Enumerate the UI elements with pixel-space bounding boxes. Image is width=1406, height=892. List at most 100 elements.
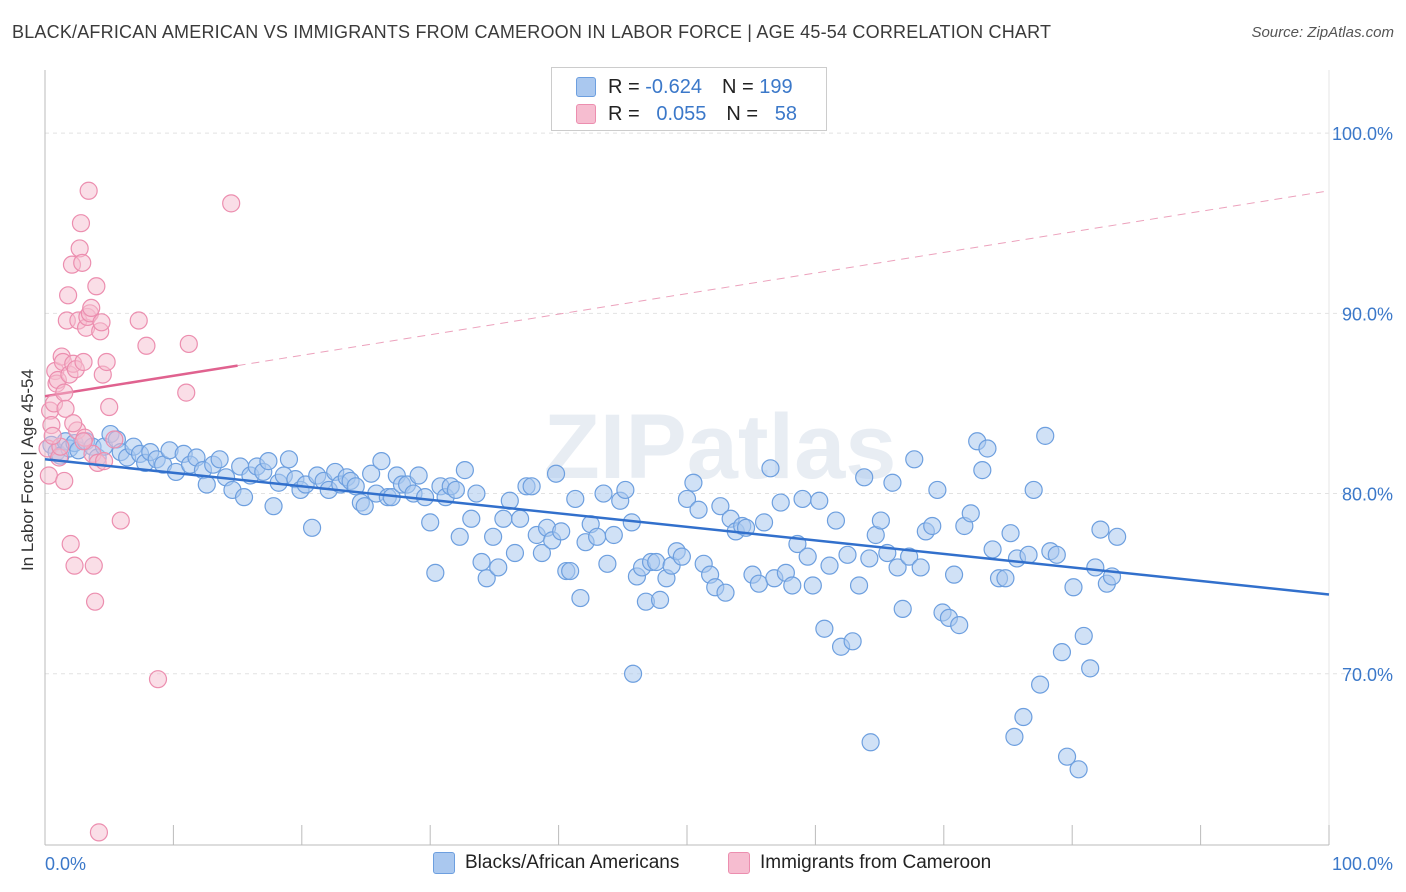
pink-trend-dashed (237, 190, 1330, 367)
blue-point (1064, 578, 1083, 597)
blue-point (647, 552, 666, 572)
blue-point (883, 473, 902, 492)
blue-point (950, 616, 969, 635)
pink-point (79, 181, 98, 200)
blue-point (588, 527, 607, 546)
pink-points (38, 181, 241, 842)
blue-point (552, 522, 571, 541)
blue-point (783, 576, 802, 595)
blue-point (623, 664, 643, 683)
blue-point (1074, 626, 1093, 646)
y-tick-label: 80.0% (1342, 485, 1393, 505)
blue-point (1024, 480, 1043, 500)
pink-swatch-icon (576, 104, 596, 124)
y-axis-label: In Labor Force | Age 45-54 (18, 369, 37, 571)
blue-point (197, 475, 216, 494)
pink-point (74, 352, 93, 372)
x-tick-label: 0.0% (45, 854, 86, 874)
blue-point (415, 488, 435, 507)
blue-point (855, 468, 874, 487)
blue-point (355, 497, 374, 516)
pink-point (61, 534, 80, 554)
blue-point (871, 511, 890, 530)
blue-point (900, 547, 919, 566)
blue-point (522, 477, 541, 496)
blue-point (1108, 527, 1127, 546)
blue-point (571, 588, 590, 608)
pink-point (137, 336, 156, 355)
blue-point (426, 563, 445, 582)
blue-point (210, 450, 229, 469)
y-tick-label: 70.0% (1342, 665, 1393, 685)
pink-point (179, 334, 198, 354)
legend-r-value: 0.055 (656, 102, 707, 125)
blue-point (1086, 558, 1105, 577)
blue-point (923, 516, 942, 536)
blue-point (983, 540, 1002, 559)
blue-point (961, 504, 980, 523)
blue-point (843, 632, 862, 651)
blue-point (450, 527, 469, 546)
blue-point (826, 511, 846, 530)
pink-point (89, 823, 109, 842)
blue-point (1014, 707, 1033, 727)
blue-point (820, 556, 839, 575)
blue-point (494, 509, 513, 528)
pink-trend-line (44, 190, 1330, 398)
pink-point (71, 214, 91, 233)
blue-trend-line (44, 458, 1330, 596)
pink-point (82, 298, 101, 318)
pink-point (43, 426, 62, 445)
blue-point (749, 574, 769, 593)
legend-n-label: N = (721, 75, 754, 98)
blue-point (472, 552, 491, 572)
bottom-legend-pink: Immigrants from Cameroon (728, 852, 991, 874)
blue-point (860, 549, 879, 568)
pink-trend-solid (44, 364, 238, 398)
pink-point (105, 430, 124, 449)
blue-point (1047, 545, 1066, 564)
y-tick-label: 100.0% (1332, 124, 1393, 144)
legend-r-label: R = (608, 75, 640, 98)
blue-point (803, 576, 822, 595)
pink-point (111, 511, 130, 530)
blue-point (421, 513, 440, 532)
legend-row-pink: R = 0.055 N = 58 (576, 102, 797, 126)
blue-point (944, 565, 964, 584)
blue-point (861, 733, 880, 752)
pink-point (222, 194, 241, 213)
blue-point (1069, 760, 1088, 779)
pink-point (100, 397, 119, 417)
blue-point (810, 491, 829, 510)
blue-point (761, 459, 780, 478)
pink-point (74, 432, 93, 451)
blue-point (711, 497, 730, 516)
blue-point (616, 480, 635, 500)
source-label: Source: ZipAtlas.com (1251, 24, 1394, 41)
blue-point (510, 509, 530, 528)
blue-point (815, 619, 834, 638)
blue-point (1057, 747, 1077, 766)
blue-point (594, 484, 613, 503)
blue-point (489, 558, 508, 577)
blue-point (689, 500, 708, 519)
blue-point (888, 558, 907, 577)
blue-point (234, 488, 254, 507)
blue-point (798, 547, 817, 566)
blue-swatch-icon (576, 77, 596, 97)
stats-legend: R = -0.624 N = 199 R = 0.055 N = 58 (551, 67, 827, 131)
blue-point (1036, 426, 1055, 445)
legend-n-value: 199 (759, 75, 793, 98)
pink-swatch-icon (728, 852, 750, 874)
blue-point (302, 518, 322, 537)
blue-point (996, 569, 1015, 588)
blue-point (1081, 659, 1100, 678)
axes (44, 70, 1330, 846)
blue-point (838, 545, 857, 564)
bottom-legend-blue: Blacks/African Americans (433, 852, 679, 874)
blue-point (684, 473, 703, 492)
blue-point (1005, 727, 1024, 746)
x-tick-label: 100.0% (1332, 854, 1393, 874)
blue-point (446, 480, 465, 500)
blue-point (259, 452, 278, 471)
